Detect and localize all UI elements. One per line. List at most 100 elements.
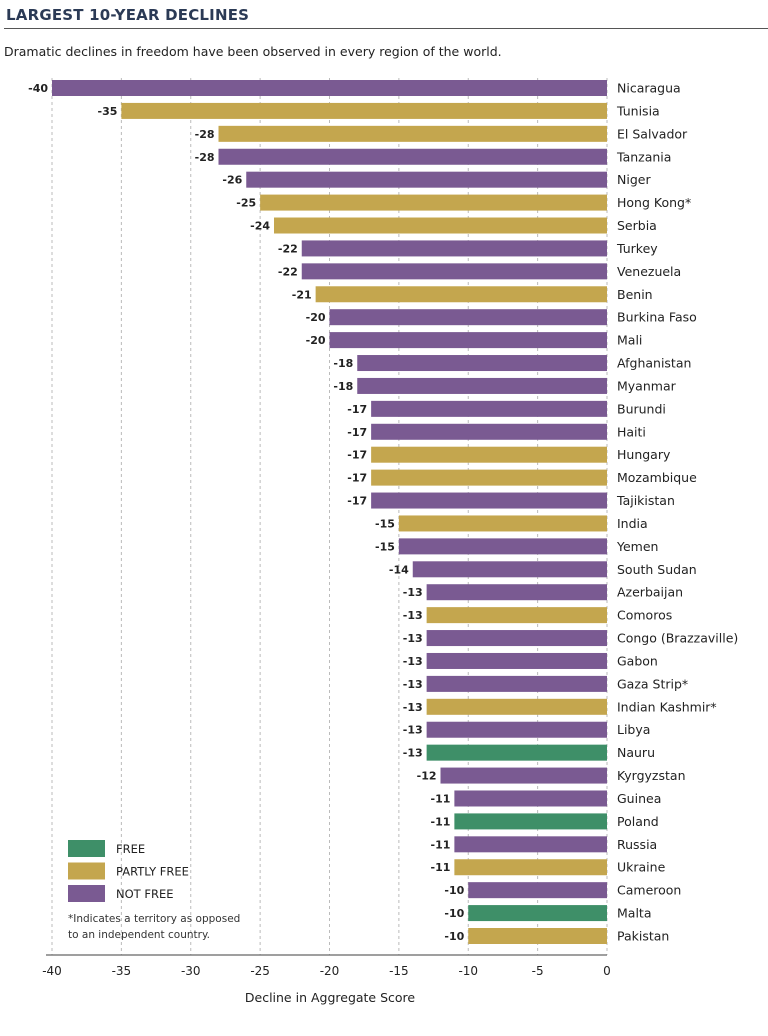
category-label: Cameroon xyxy=(617,883,681,898)
bar-value-label: -20 xyxy=(306,311,326,324)
x-tick-label: -10 xyxy=(458,964,478,978)
category-label: India xyxy=(617,516,648,531)
bar-value-label: -17 xyxy=(347,426,367,439)
category-label: Ukraine xyxy=(617,860,666,875)
category-label: Hungary xyxy=(617,447,671,462)
bar xyxy=(371,492,607,509)
category-label: Afghanistan xyxy=(617,356,691,371)
bar-value-label: -13 xyxy=(403,701,423,714)
bar xyxy=(398,515,607,532)
bar-value-label: -13 xyxy=(403,678,423,691)
bar xyxy=(468,928,607,944)
x-tick-label: -20 xyxy=(320,964,340,978)
category-label: Haiti xyxy=(617,424,646,439)
bar-value-label: -13 xyxy=(403,724,423,737)
chart-subtitle: Dramatic declines in freedom have been o… xyxy=(4,44,502,59)
x-tick-label: -35 xyxy=(112,964,132,978)
bar xyxy=(398,538,607,555)
category-label: Hong Kong* xyxy=(617,195,691,210)
bar xyxy=(426,744,607,761)
category-label: Mali xyxy=(617,333,642,348)
category-label: Tunisia xyxy=(616,103,660,118)
bar xyxy=(426,652,607,669)
category-label: Pakistan xyxy=(617,929,669,944)
bar-value-label: -11 xyxy=(431,838,451,851)
bar xyxy=(274,217,607,234)
bar xyxy=(426,584,607,601)
bar-value-label: -22 xyxy=(278,242,298,255)
bar xyxy=(218,148,607,165)
bar xyxy=(440,767,607,784)
bar-value-label: -17 xyxy=(347,449,367,462)
bar-value-label: -10 xyxy=(444,884,464,897)
bar xyxy=(329,309,607,326)
bar-value-label: -11 xyxy=(431,815,451,828)
category-label: Niger xyxy=(617,172,651,187)
category-label: El Salvador xyxy=(617,126,688,141)
x-tick-label: 0 xyxy=(603,964,611,978)
category-label: Poland xyxy=(617,814,659,829)
x-tick-label: -15 xyxy=(389,964,409,978)
category-label: Tajikistan xyxy=(616,493,675,508)
bar-value-label: -15 xyxy=(375,517,395,530)
bar-value-label: -28 xyxy=(195,128,215,141)
bar-value-label: -13 xyxy=(403,586,423,599)
bar xyxy=(301,240,607,257)
bar-value-label: -28 xyxy=(195,151,215,164)
bar-value-label: -15 xyxy=(375,540,395,553)
category-label: Comoros xyxy=(617,608,672,623)
category-label: Gabon xyxy=(617,653,658,668)
category-label: Myanmar xyxy=(617,378,677,393)
bar xyxy=(218,125,607,142)
category-label: Serbia xyxy=(617,218,657,233)
bar xyxy=(121,102,607,119)
bar-value-label: -17 xyxy=(347,403,367,416)
bar xyxy=(454,813,607,830)
category-label: Indian Kashmir* xyxy=(617,699,717,714)
bar-value-label: -26 xyxy=(222,174,242,187)
bar xyxy=(454,836,607,853)
bar-value-label: -40 xyxy=(28,82,48,95)
category-label: Gaza Strip* xyxy=(617,676,688,691)
bar xyxy=(468,905,607,922)
category-label: Benin xyxy=(617,287,653,302)
bar xyxy=(426,675,607,692)
category-label: Azerbaijan xyxy=(617,585,683,600)
bar xyxy=(426,607,607,624)
bar xyxy=(426,630,607,647)
chart-title: LARGEST 10-YEAR DECLINES xyxy=(6,6,250,24)
legend-swatch-nf xyxy=(68,885,105,902)
bar xyxy=(468,882,607,899)
x-axis-label: Decline in Aggregate Score xyxy=(245,990,416,1005)
bar xyxy=(426,698,607,715)
bar-value-label: -17 xyxy=(347,472,367,485)
bar-value-label: -10 xyxy=(444,930,464,943)
x-tick-label: -30 xyxy=(181,964,201,978)
bar-value-label: -13 xyxy=(403,655,423,668)
bar-value-label: -25 xyxy=(236,197,256,210)
bar xyxy=(357,377,607,394)
bar xyxy=(315,286,607,303)
bar-value-label: -20 xyxy=(306,334,326,347)
bar-value-label: -11 xyxy=(431,861,451,874)
bar-value-label: -11 xyxy=(431,792,451,805)
bar-value-label: -14 xyxy=(389,563,409,576)
bar xyxy=(371,446,607,463)
legend-label: NOT FREE xyxy=(116,887,173,901)
legend-label: PARTLY FREE xyxy=(116,865,189,879)
bar-value-label: -13 xyxy=(403,747,423,760)
bar-value-label: -24 xyxy=(250,220,270,233)
category-label: Mozambique xyxy=(617,470,697,485)
bar xyxy=(246,171,607,188)
x-tick-label: -25 xyxy=(250,964,270,978)
footnote: *Indicates a territory as opposed xyxy=(68,913,240,925)
category-label: Congo (Brazzaville) xyxy=(617,631,738,646)
bar-value-label: -18 xyxy=(333,357,353,370)
bar xyxy=(412,561,607,578)
category-label: Yemen xyxy=(616,539,658,554)
bar-value-label: -18 xyxy=(333,380,353,393)
bar-value-label: -21 xyxy=(292,288,312,301)
legend-swatch-f xyxy=(68,840,105,857)
bar-value-label: -35 xyxy=(98,105,118,118)
